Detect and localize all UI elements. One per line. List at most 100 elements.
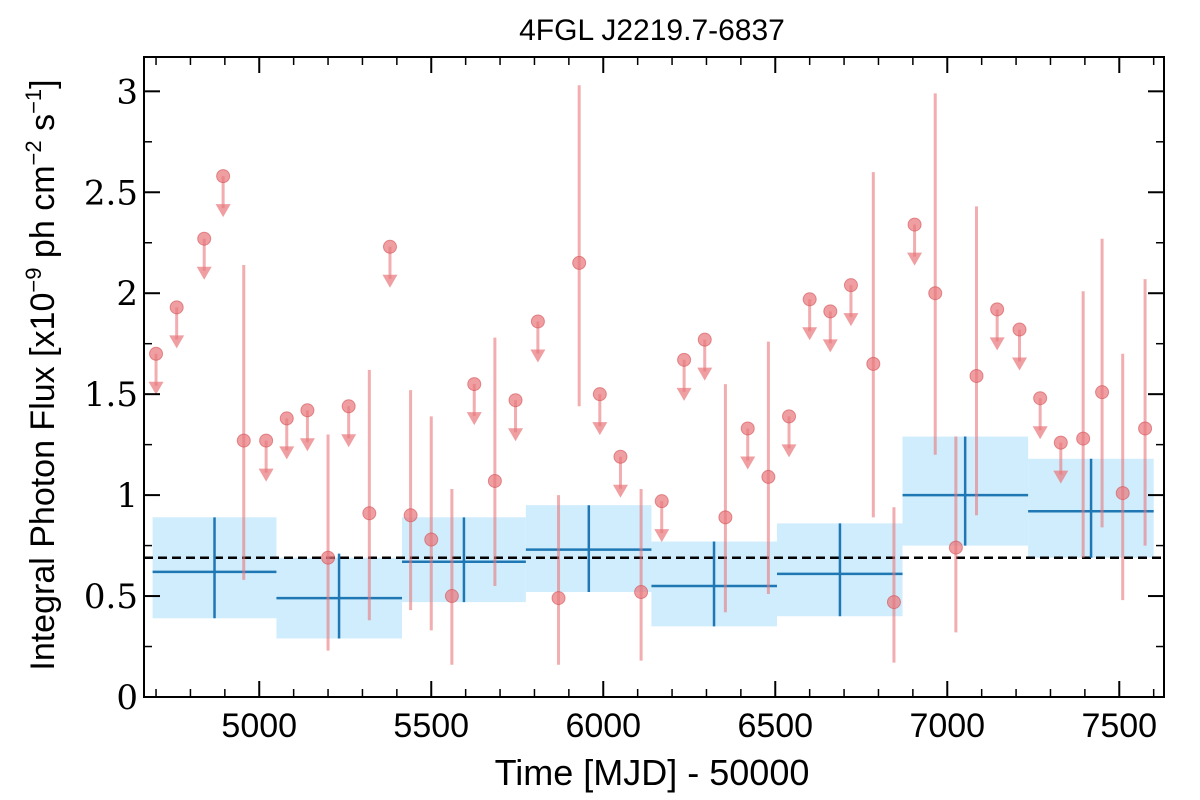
upper-limit-arrow-22 — [907, 252, 923, 266]
y-tick-label-3: 1.5 — [84, 375, 138, 415]
detection-point-3 — [403, 508, 418, 523]
y-label-exp-1: −9 — [21, 268, 46, 293]
y-label-exp-2: −2 — [21, 140, 46, 165]
upper-limit-point-16 — [697, 332, 712, 347]
upper-limit-point-22 — [907, 217, 922, 232]
upper-limit-arrow-13 — [612, 484, 628, 498]
detection-point-10 — [718, 510, 733, 525]
upper-limit-arrow-12 — [592, 422, 608, 436]
upper-limit-arrow-14 — [654, 529, 670, 543]
upper-limit-arrow-2 — [196, 266, 212, 280]
detection-point-0 — [236, 433, 251, 448]
detection-point-7 — [551, 591, 566, 606]
upper-limit-point-2 — [197, 231, 212, 246]
upper-limit-point-0 — [149, 346, 164, 361]
x-tick-label-2: 6000 — [565, 707, 641, 745]
y-label-end: ] — [24, 79, 62, 88]
upper-limit-arrow-11 — [530, 349, 546, 363]
detection-point-18 — [1095, 385, 1110, 400]
upper-limit-point-20 — [823, 304, 838, 319]
upper-limit-arrow-4 — [258, 468, 274, 482]
upper-limit-arrow-8 — [382, 274, 398, 288]
x-tick-label-4: 7000 — [909, 707, 985, 745]
detection-point-14 — [928, 286, 943, 301]
upper-limit-arrow-23 — [989, 337, 1005, 351]
flux-points-layer — [236, 85, 1153, 665]
x-tick-label-5: 7500 — [1081, 707, 1157, 745]
upper-limit-point-26 — [1053, 435, 1068, 450]
upper-limit-arrow-10 — [508, 428, 524, 442]
upper-limit-point-6 — [300, 403, 315, 418]
binned-band-layer — [152, 436, 1154, 639]
upper-limit-arrow-7 — [341, 434, 357, 448]
upper-limit-point-13 — [613, 449, 628, 464]
upper-limit-point-1 — [169, 300, 184, 315]
upper-limit-point-19 — [802, 292, 817, 307]
upper-limit-arrow-16 — [697, 367, 713, 381]
upper-limit-point-25 — [1033, 391, 1048, 406]
upper-limit-point-11 — [530, 314, 545, 329]
upper-limit-arrow-6 — [299, 438, 315, 452]
upper-limit-arrow-17 — [740, 456, 756, 470]
y-axis-label: Integral Photon Flux [x10−9 ph cm−2 s−1] — [21, 79, 62, 670]
detection-point-9 — [634, 585, 649, 600]
upper-limit-point-14 — [654, 494, 669, 509]
upper-limit-point-24 — [1012, 322, 1027, 337]
upper-limit-arrow-18 — [781, 444, 797, 458]
y-label-exp-3: −1 — [21, 89, 46, 114]
upper-limit-point-9 — [467, 377, 482, 392]
upper-limit-arrow-15 — [676, 387, 692, 401]
upper-limit-arrow-5 — [279, 446, 295, 460]
upper-limit-arrow-3 — [215, 204, 231, 218]
detection-point-17 — [1076, 431, 1091, 446]
upper-limit-point-21 — [843, 278, 858, 293]
detection-point-2 — [362, 506, 377, 521]
y-tick-label-4: 2 — [116, 274, 138, 314]
detection-point-16 — [969, 368, 984, 383]
upper-limit-arrow-9 — [466, 412, 482, 426]
x-tick-label-3: 6500 — [737, 707, 813, 745]
upper-limits-layer — [148, 169, 1069, 543]
upper-limit-point-17 — [740, 421, 755, 436]
x-tick-label-1: 5500 — [393, 707, 469, 745]
detection-point-6 — [487, 473, 502, 488]
y-tick-label-0: 0 — [116, 678, 138, 718]
upper-limit-point-23 — [990, 302, 1005, 317]
upper-limit-point-3 — [216, 169, 231, 184]
upper-limit-point-15 — [677, 352, 692, 367]
upper-limit-point-12 — [592, 387, 607, 402]
upper-limit-point-10 — [508, 393, 523, 408]
binned-flux-layer — [152, 436, 1154, 639]
upper-limit-arrow-20 — [822, 339, 838, 353]
detection-point-1 — [321, 550, 336, 565]
chart-title: 4FGL J2219.7-6837 — [519, 14, 785, 47]
detection-point-19 — [1115, 486, 1130, 501]
upper-limit-arrow-1 — [169, 335, 185, 349]
x-tick-label-0: 5000 — [221, 707, 297, 745]
upper-limit-point-8 — [382, 239, 397, 254]
y-label-main: Integral Photon Flux [x10 — [24, 293, 62, 671]
detection-point-15 — [948, 540, 963, 555]
y-label-s: s — [24, 114, 62, 140]
upper-limit-arrow-19 — [802, 327, 818, 341]
detection-point-5 — [444, 589, 459, 604]
detection-point-12 — [866, 356, 881, 371]
y-tick-label-5: 2.5 — [84, 173, 138, 213]
y-tick-label-2: 1 — [116, 476, 138, 516]
plot-frame — [143, 56, 1165, 698]
upper-limit-point-18 — [782, 409, 797, 424]
upper-limit-point-5 — [279, 411, 294, 426]
upper-limit-arrow-24 — [1012, 357, 1028, 371]
detection-point-20 — [1138, 421, 1153, 436]
y-tick-label-1: 0.5 — [84, 577, 138, 617]
upper-limit-point-7 — [341, 399, 356, 414]
axes-layer: 5000 5500 6000 6500 7000 7500 0 0.5 1 1.5 2 2.5 3 — [84, 56, 1165, 745]
upper-limit-arrow-25 — [1032, 426, 1048, 440]
y-tick-label-6: 3 — [116, 72, 138, 112]
detection-point-11 — [761, 469, 776, 484]
detection-point-8 — [572, 255, 587, 270]
upper-limit-arrow-0 — [148, 381, 164, 395]
upper-limit-point-4 — [259, 433, 274, 448]
detection-point-13 — [886, 595, 901, 610]
